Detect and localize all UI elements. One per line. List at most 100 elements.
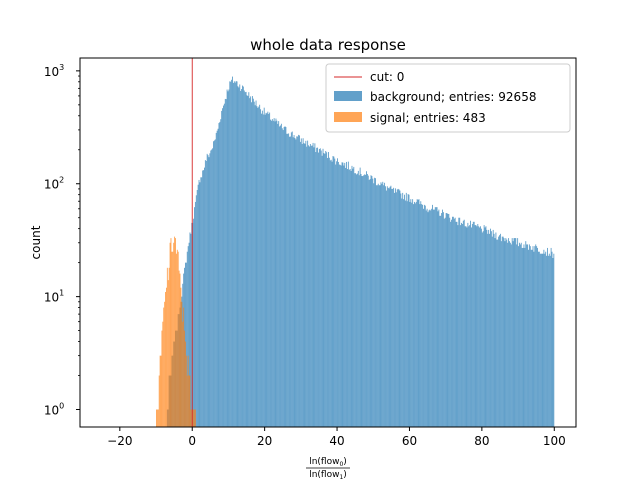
- histogram-bar: [480, 228, 482, 427]
- histogram-bar: [233, 81, 235, 427]
- histogram-bar: [244, 92, 246, 427]
- histogram-bar: [277, 123, 279, 428]
- histogram-bar: [196, 190, 198, 427]
- histogram-bar: [311, 145, 313, 428]
- histogram-bar: [546, 255, 548, 427]
- histogram-bar: [223, 105, 224, 427]
- histogram-bar: [344, 162, 346, 427]
- histogram-bar: [320, 150, 322, 427]
- histogram-bar: [237, 86, 239, 427]
- histogram-bar: [232, 76, 233, 427]
- histogram-bar: [350, 170, 352, 427]
- histogram-bar: [521, 247, 523, 427]
- histogram-bar: [464, 226, 466, 427]
- histogram-bar: [374, 177, 376, 427]
- histogram-bar: [194, 409, 196, 427]
- x-tick-label: 60: [402, 434, 417, 448]
- histogram-bar: [167, 280, 169, 427]
- histogram-bar: [160, 355, 162, 427]
- histogram-bar: [377, 183, 379, 427]
- histogram-bar: [535, 244, 537, 427]
- histogram-bar: [194, 201, 196, 427]
- histogram-bar: [508, 238, 510, 427]
- histogram-bar: [192, 409, 194, 427]
- histogram-bar: [402, 192, 404, 427]
- histogram-bar: [491, 236, 493, 427]
- histogram-bar: [343, 165, 345, 427]
- histogram-bar: [512, 241, 514, 427]
- histogram-bar: [398, 189, 400, 427]
- histogram-bar: [431, 208, 433, 427]
- histogram-bar: [342, 162, 344, 427]
- histogram-bar: [317, 147, 319, 428]
- histogram-bar: [432, 204, 433, 427]
- histogram-bar: [180, 287, 182, 427]
- histogram-bar: [216, 130, 218, 427]
- histogram-bar: [175, 238, 176, 427]
- histogram-bar: [239, 84, 241, 427]
- histogram-bar: [533, 251, 535, 427]
- histogram-bar: [261, 110, 263, 428]
- x-label-numerator-base: ln(flow: [309, 457, 339, 467]
- histogram-bar: [490, 228, 491, 427]
- histogram-bar: [444, 217, 446, 427]
- histogram-bar: [363, 175, 365, 427]
- histogram-bar: [388, 188, 390, 427]
- histogram-bar: [261, 113, 262, 427]
- histogram-bar: [407, 194, 409, 427]
- histogram-bar: [411, 202, 413, 427]
- histogram-bar: [436, 207, 438, 427]
- histogram-bar: [223, 103, 225, 428]
- histogram-bar: [228, 89, 230, 428]
- histogram-bar: [459, 217, 461, 427]
- histogram-bar: [348, 169, 350, 427]
- histogram-bar: [213, 140, 215, 428]
- histogram-bar: [368, 179, 370, 427]
- histogram-bar: [314, 143, 316, 427]
- histogram-bar: [224, 98, 226, 427]
- histogram-bar: [478, 226, 480, 427]
- histogram-bar: [328, 152, 329, 427]
- histogram-bar: [208, 157, 210, 427]
- histogram-bar: [186, 251, 188, 427]
- histogram-bar: [406, 201, 408, 427]
- histogram-bar: [283, 127, 285, 427]
- histogram-bar: [551, 251, 553, 427]
- histogram-bar: [442, 209, 443, 427]
- histogram-bar: [454, 217, 456, 427]
- x-label-denominator: ln(flow1): [309, 470, 347, 480]
- histogram-bar: [176, 249, 178, 427]
- histogram-bar: [477, 223, 479, 427]
- histogram-bar: [337, 158, 338, 427]
- plot-area: [156, 58, 555, 428]
- histogram-bar: [352, 168, 354, 428]
- histogram-bar: [316, 147, 318, 427]
- histogram-bar: [209, 153, 211, 427]
- histogram-bar: [279, 126, 281, 428]
- histogram-bar: [318, 152, 319, 428]
- histogram-bar: [522, 247, 524, 427]
- histogram-bar: [335, 164, 337, 427]
- histogram-bar: [182, 321, 184, 427]
- histogram-bar: [184, 330, 185, 427]
- histogram-bar: [201, 177, 203, 427]
- histogram-bar: [421, 204, 423, 427]
- histogram-bar: [254, 105, 256, 428]
- histogram-bar: [435, 207, 437, 427]
- histogram-bar: [545, 251, 547, 427]
- histogram-bar: [516, 244, 518, 427]
- histogram-bar: [265, 112, 267, 427]
- histogram-bar: [266, 113, 268, 427]
- histogram-bar: [272, 120, 274, 427]
- histogram-bar: [395, 192, 397, 427]
- histogram-bar: [325, 151, 327, 427]
- histogram-bar: [369, 179, 371, 427]
- histogram-bar: [175, 253, 177, 427]
- histogram-bar: [408, 194, 410, 427]
- histogram-bar: [394, 188, 396, 427]
- histogram-bar: [448, 213, 450, 427]
- histogram-bar: [248, 92, 250, 428]
- histogram-bar: [524, 247, 526, 427]
- histogram-bar: [405, 192, 407, 427]
